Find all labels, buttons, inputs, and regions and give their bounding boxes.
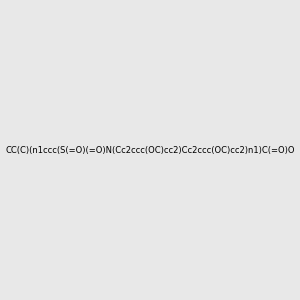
Text: CC(C)(n1ccc(S(=O)(=O)N(Cc2ccc(OC)cc2)Cc2ccc(OC)cc2)n1)C(=O)O: CC(C)(n1ccc(S(=O)(=O)N(Cc2ccc(OC)cc2)Cc2… <box>5 146 295 154</box>
